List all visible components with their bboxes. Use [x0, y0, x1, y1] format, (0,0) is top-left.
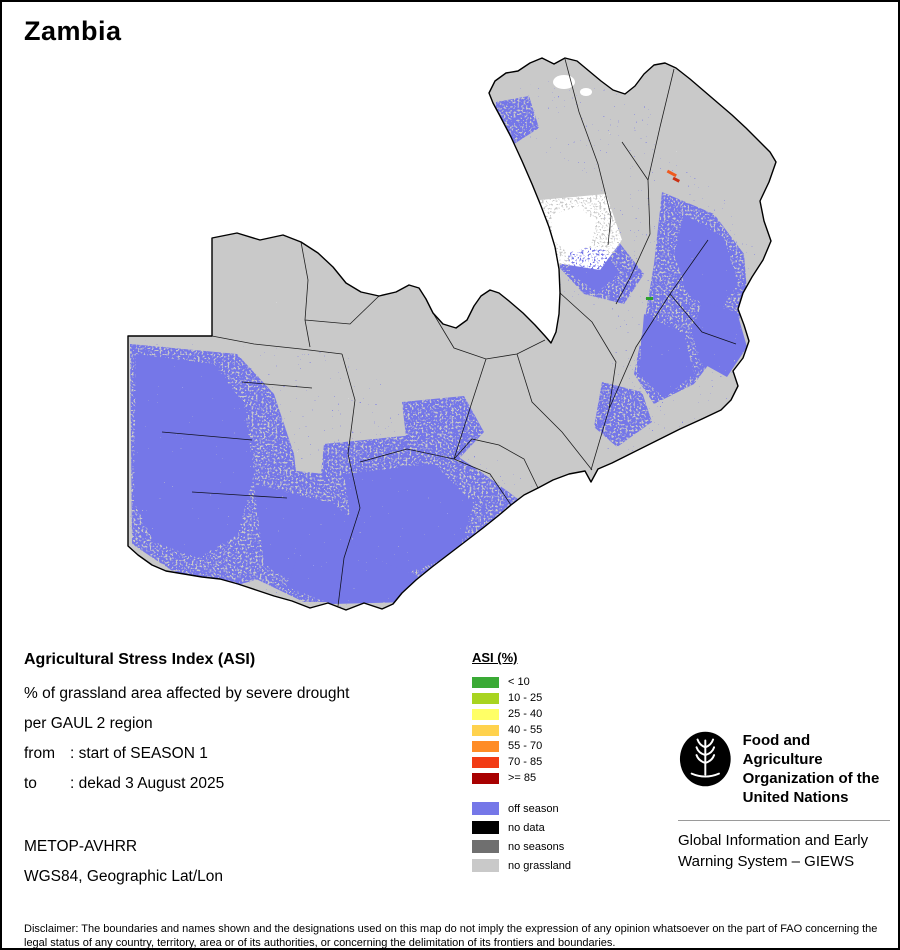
from-label: from: [24, 745, 55, 762]
asi-subtitle-2: per GAUL 2 region: [24, 715, 153, 732]
raster-holes: [128, 64, 771, 610]
legend-item-no-data: no data: [472, 818, 571, 837]
legend-label: 25 - 40: [508, 708, 543, 720]
fao-org-line: Food and Agriculture: [742, 732, 823, 768]
fao-org-name: Food and Agriculture Organization of the…: [743, 729, 890, 807]
legend-label: >= 85: [508, 772, 537, 784]
asi-heading: Agricultural Stress Index (ASI): [24, 651, 256, 668]
country-outline: [127, 57, 777, 611]
legend-item-55-70: 55 - 70: [472, 738, 571, 754]
legend-label: off season: [508, 802, 559, 815]
legend-swatch: [472, 840, 499, 853]
legend-item-gte85: >= 85: [472, 770, 571, 786]
branding-block: Food and Agriculture Organization of the…: [678, 729, 890, 872]
from-value: : start of SEASON 1: [70, 745, 208, 762]
legend-label: < 10: [508, 676, 530, 688]
page-title: Zambia: [24, 16, 122, 46]
legend-swatch: [472, 821, 499, 834]
date-from-row: from : start of SEASON 1: [24, 744, 454, 763]
wheat-icon: [690, 738, 720, 778]
sensor-label: METOP-AVHRR: [24, 838, 138, 855]
district-boundaries: [161, 58, 737, 607]
legend-label: 70 - 85: [508, 756, 543, 768]
legend-swatch: [472, 756, 499, 768]
legend-item-25-40: 25 - 40: [472, 706, 571, 722]
fao-logo-icon: [679, 731, 731, 787]
disclaimer-text: Disclaimer: The boundaries and names sho…: [24, 923, 878, 949]
legend-swatch: [472, 708, 499, 720]
legend-swatch: [472, 740, 499, 752]
off-season-speckle-medium: [130, 96, 748, 602]
giews-line: Global Information and Early: [678, 832, 869, 849]
legend-label: no seasons: [508, 840, 565, 853]
to-value: : dekad 3 August 2025: [70, 775, 225, 792]
off-season-speckle-sparse: [129, 80, 757, 608]
legend-swatch: [472, 772, 499, 784]
giews-line: Warning System – GIEWS: [678, 853, 855, 870]
legend-label: no grassland: [508, 859, 571, 872]
branding-divider: [678, 820, 890, 821]
to-label: to: [24, 775, 37, 792]
legend-item-no-seasons: no seasons: [472, 837, 571, 856]
legend-item-lt10: < 10: [472, 674, 571, 690]
legend-swatch: [472, 692, 499, 704]
fao-org-line: United Nations: [742, 789, 849, 806]
legend-swatch: [472, 802, 499, 815]
legend-swatch: [472, 859, 499, 872]
water-bodies: [552, 75, 596, 253]
legend-label: 55 - 70: [508, 740, 543, 752]
off-season-speckle-dense: [134, 214, 747, 604]
legend-gap: [472, 786, 571, 799]
legend-item-70-85: 70 - 85: [472, 754, 571, 770]
fao-org-line: Organization of the: [742, 770, 880, 787]
legend-label: no data: [508, 821, 545, 834]
giews-name: Global Information and Early Warning Sys…: [678, 830, 890, 872]
legend-item-10-25: 10 - 25: [472, 690, 571, 706]
info-block: Agricultural Stress Index (ASI) % of gra…: [24, 650, 454, 897]
asi-subtitle-1: % of grassland area affected by severe d…: [24, 685, 350, 702]
legend-label: 40 - 55: [508, 724, 543, 736]
swamp-speckle: [540, 194, 622, 270]
map-legend: ASI (%) < 10 10 - 25 25 - 40 40 - 55 55 …: [472, 650, 571, 875]
legend-item-off-season: off season: [472, 799, 571, 818]
legend-title: ASI (%): [472, 650, 518, 665]
date-to-row: to : dekad 3 August 2025: [24, 774, 454, 793]
country-fill: [128, 58, 776, 610]
legend-label: 10 - 25: [508, 692, 543, 704]
legend-swatch: [472, 676, 499, 688]
legend-item-40-55: 40 - 55: [472, 722, 571, 738]
legend-swatch: [472, 724, 499, 736]
projection-label: WGS84, Geographic Lat/Lon: [24, 868, 224, 885]
asi-stress-pixels: [646, 169, 681, 300]
legend-item-no-grassland: no grassland: [472, 856, 571, 875]
